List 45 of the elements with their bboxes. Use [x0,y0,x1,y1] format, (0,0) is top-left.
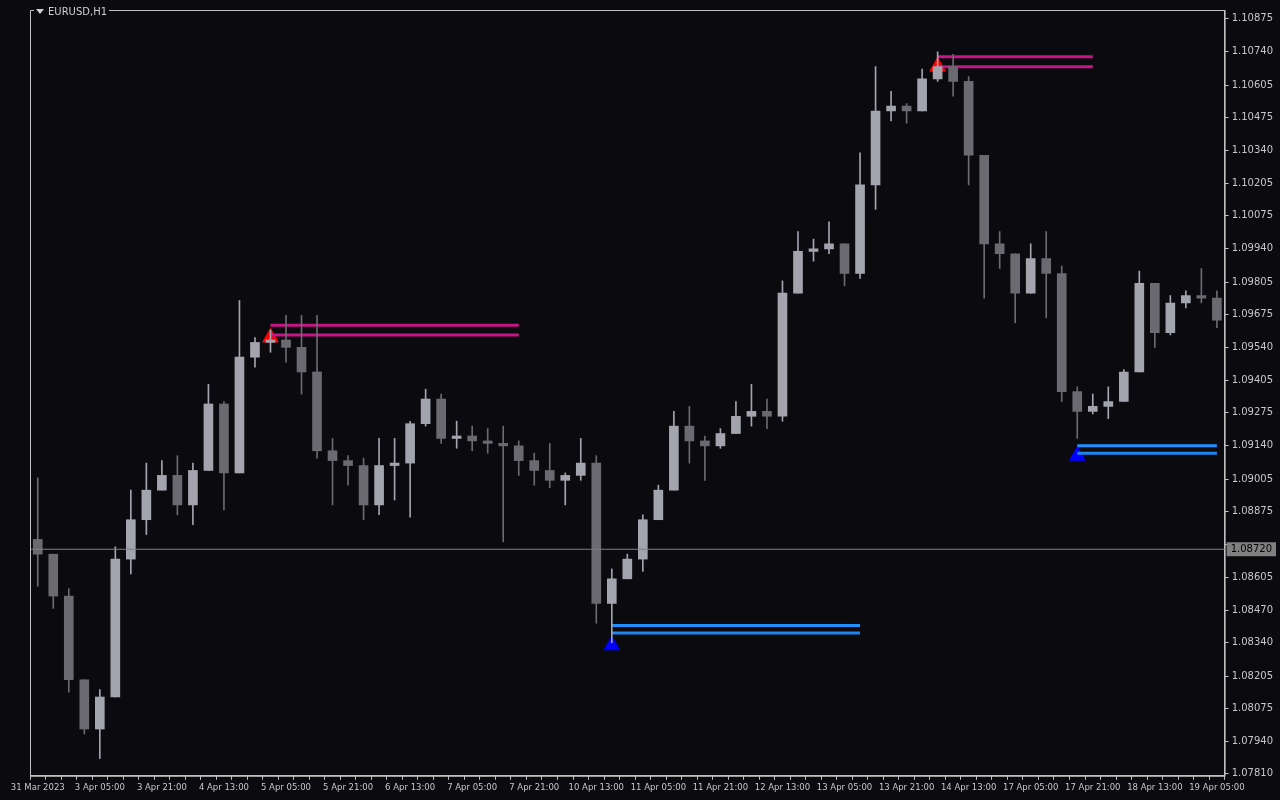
x-tick-label: 7 Apr 21:00 [509,782,560,793]
y-tick-label: 1.09140 [1231,439,1274,451]
x-tick-label: 12 Apr 13:00 [754,782,811,793]
x-tick-label: 13 Apr 05:00 [816,782,873,793]
x-tick-label: 5 Apr 21:00 [323,782,374,793]
y-tick-label: 1.08470 [1231,604,1274,616]
y-tick-label: 1.10740 [1231,45,1274,57]
x-tick-label: 7 Apr 05:00 [447,782,498,793]
y-tick-label: 1.10075 [1231,209,1274,221]
y-tick-label: 1.09675 [1231,307,1274,319]
x-tick-label: 5 Apr 05:00 [260,782,311,793]
x-tick-label: 13 Apr 21:00 [878,782,935,793]
y-tick-label: 1.09940 [1231,242,1274,254]
x-tick-label: 19 Apr 05:00 [1189,782,1245,793]
ref-line-label: 1.08720 [1230,542,1273,554]
x-tick-label: 18 Apr 13:00 [1127,782,1183,793]
y-tick-label: 1.08875 [1231,504,1274,516]
x-tick-label: 11 Apr 05:00 [630,782,687,793]
x-tick-label: 4 Apr 13:00 [198,782,249,793]
y-tick-label: 1.10475 [1231,110,1274,122]
chart-title: EURUSD,H1 [48,6,108,17]
x-tick-label: 17 Apr 21:00 [1065,782,1121,793]
y-tick-label: 1.07810 [1231,766,1274,778]
x-tick-label: 17 Apr 05:00 [1003,782,1059,793]
y-tick-label: 1.07940 [1231,734,1274,746]
x-tick-label: 31 Mar 2023 [10,782,65,793]
x-tick-label: 14 Apr 13:00 [940,782,997,793]
y-tick-label: 1.09275 [1231,406,1274,418]
y-tick-label: 1.10205 [1231,177,1274,189]
y-tick-label: 1.09540 [1231,340,1274,352]
y-tick-label: 1.08075 [1231,701,1274,713]
x-tick-label: 3 Apr 21:00 [136,782,187,793]
y-tick-label: 1.09405 [1231,374,1274,386]
y-tick-label: 1.08340 [1231,636,1274,648]
y-tick-label: 1.08205 [1231,669,1274,681]
x-tick-label: 6 Apr 13:00 [385,782,436,793]
y-tick-label: 1.10340 [1231,143,1274,155]
y-tick-label: 1.08605 [1231,571,1274,583]
x-tick-label: 10 Apr 13:00 [568,782,624,793]
y-tick-label: 1.09005 [1231,472,1274,484]
y-tick-label: 1.10875 [1231,12,1274,24]
x-tick-label: 11 Apr 21:00 [692,782,749,793]
y-tick-label: 1.09805 [1231,275,1274,287]
y-tick-label: 1.10605 [1231,78,1274,90]
x-tick-label: 3 Apr 05:00 [74,782,125,793]
